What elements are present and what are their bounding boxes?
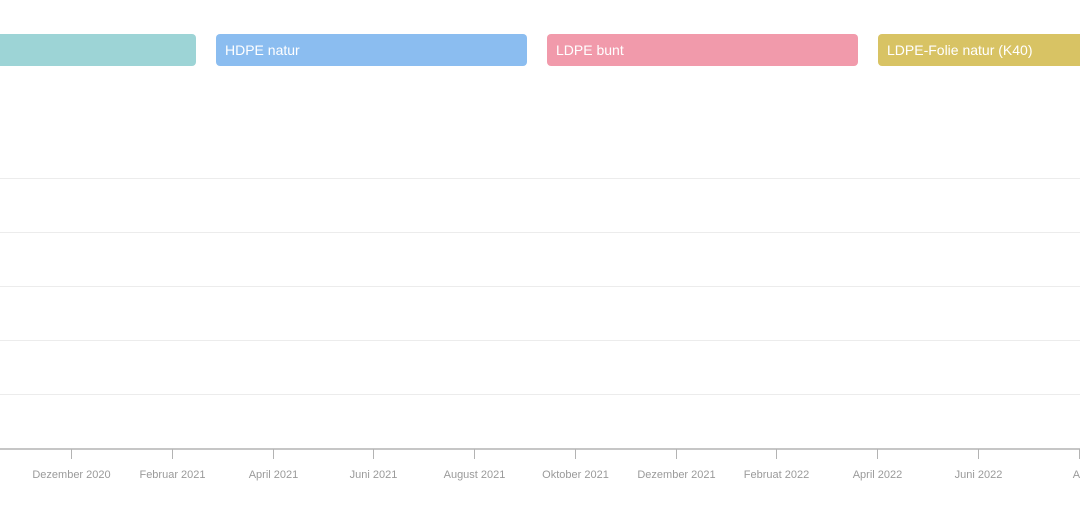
legend-item-ldpe-bunt[interactable]: LDPE bunt — [547, 34, 858, 66]
x-tick-label: April 2021 — [249, 469, 299, 481]
x-tick-label: April 2022 — [853, 469, 903, 481]
x-tick-label: August 2021 — [444, 469, 506, 481]
x-tick-label: Dezember 2021 — [637, 469, 715, 481]
legend-item-series-1[interactable] — [0, 34, 196, 66]
x-tick-label: Juni 2022 — [955, 469, 1003, 481]
x-tick-label: Juni 2021 — [350, 469, 398, 481]
legend-item-ldpe-folie-natur[interactable]: LDPE-Folie natur (K40) — [878, 34, 1080, 66]
x-tick-label: Februar 2021 — [139, 469, 205, 481]
legend-item-hdpe-natur[interactable]: HDPE natur — [216, 34, 527, 66]
gridlines — [0, 178, 1080, 395]
x-tick-label: Au — [1073, 469, 1080, 481]
x-tick-label: Dezember 2020 — [32, 469, 110, 481]
x-tick-label: Februat 2022 — [744, 469, 809, 481]
x-axis: Dezember 2020 Februar 2021 April 2021 Juni … — [32, 449, 1080, 481]
x-tick-label: Oktober 2021 — [542, 469, 609, 481]
